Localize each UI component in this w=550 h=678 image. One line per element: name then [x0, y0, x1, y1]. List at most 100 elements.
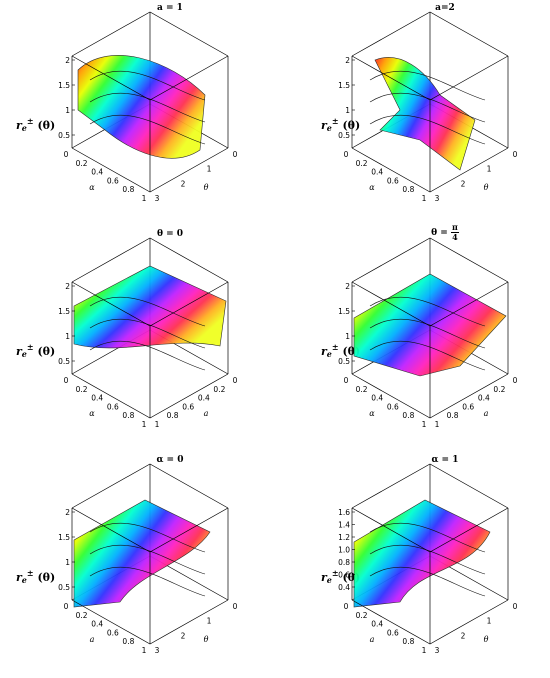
y-tick-label: 0.8: [447, 411, 459, 420]
z-label-arg: (θ): [37, 571, 56, 584]
surface-sheet: [374, 57, 476, 171]
y-tick-label: 0: [233, 602, 238, 611]
contour-line: [369, 92, 486, 123]
z-tick-label: 1.6: [338, 508, 350, 517]
contour-line: [89, 92, 206, 123]
x-tick-label: 0.2: [356, 611, 368, 620]
x-tick-label: 0: [344, 602, 349, 611]
z-tick-label: 2: [65, 282, 70, 291]
y-axis-name: θ: [484, 635, 489, 644]
y-tick-label: 3: [435, 194, 440, 203]
y-tick-label: 2: [461, 179, 466, 188]
x-tick-label: 1: [142, 646, 147, 655]
x-axis-name: a: [370, 635, 375, 644]
z-tick-label: 0.5: [58, 131, 70, 140]
z-tick-label: 1.0: [338, 546, 350, 555]
z-label-sup: ±: [26, 568, 34, 578]
contour-line: [369, 566, 486, 597]
x-tick-label: 0: [344, 376, 349, 385]
contour-line: [89, 114, 206, 145]
x-tick-label: 0.8: [402, 411, 414, 420]
z-tick-label: 1: [65, 106, 70, 115]
x-axis-name: α: [369, 183, 375, 192]
x-tick-label: 0.4: [371, 394, 383, 403]
y-tick-label: 0.2: [213, 385, 225, 394]
contour-line: [89, 566, 206, 597]
z-tick-label: 2: [345, 56, 350, 65]
z-tick-label: 0.5: [58, 583, 70, 592]
y-tick-label: 3: [155, 646, 160, 655]
z-label-sub: e: [21, 349, 27, 359]
panel-title: α = 0: [110, 455, 230, 465]
z-tick-label: 2: [65, 508, 70, 517]
y-tick-label: 0.2: [493, 385, 505, 394]
panel-title-text: θ = 0: [156, 229, 184, 239]
fraction-denominator: 4: [452, 232, 458, 242]
x-tick-label: 0.8: [122, 411, 134, 420]
x-tick-label: 0.4: [371, 168, 383, 177]
y-axis-name: θ: [204, 635, 209, 644]
panel-title: a=2: [385, 3, 505, 13]
z-label-sub: e: [21, 123, 27, 133]
contour-line: [369, 318, 486, 349]
surface-plot: 2 1.5 1 0.5 0 0.20.4 0.60.8 1 α 0 1 2 3 θ: [338, 11, 518, 203]
z-label-sup: ±: [331, 342, 339, 352]
y-tick-label: 1: [487, 165, 492, 174]
contour-line: [89, 318, 206, 349]
y-tick-label: 1: [207, 617, 212, 626]
y-tick-label: 1: [487, 617, 492, 626]
z-label-r: r: [321, 571, 327, 584]
z-label-r: r: [321, 119, 327, 132]
surface-plot: 1.61.41.21.00.80.60.400.20.40.60.81a0123…: [338, 463, 518, 655]
x-tick-label: 0.8: [402, 185, 414, 194]
surface-sheet: [73, 265, 227, 349]
x-tick-label: 0.2: [76, 385, 88, 394]
y-tick-label: 0.8: [167, 411, 179, 420]
box-bottom-front-edges: [351, 147, 509, 193]
y-tick-label: 0: [513, 376, 518, 385]
fraction-numerator: π: [450, 222, 459, 233]
y-axis-name: a: [484, 409, 489, 418]
x-tick-label: 0.4: [91, 394, 103, 403]
x-tick-label: 0.4: [91, 620, 103, 629]
x-tick-label: 0.2: [76, 611, 88, 620]
y-axis-name: θ: [484, 183, 489, 192]
x-tick-label: 0.8: [122, 185, 134, 194]
z-tick-label: 0.5: [338, 131, 350, 140]
y-tick-label: 1: [155, 420, 160, 429]
x-tick-label: 0: [64, 602, 69, 611]
z-label-r: r: [16, 571, 22, 584]
x-tick-label: 0: [344, 150, 349, 159]
z-tick-label: 0.6: [338, 571, 350, 580]
z-tick-label: 1: [65, 332, 70, 341]
x-tick-label: 1: [422, 420, 427, 429]
z-tick-label: 0.8: [338, 558, 350, 567]
z-tick-label: 1.5: [338, 81, 350, 90]
z-label-sup: ±: [26, 116, 34, 126]
surface-plot: 2 1.5 1 0.5 0 0.20.4 0.60.8 1 a 0 1 2 3 θ: [58, 463, 238, 655]
z-label-sub: e: [326, 123, 332, 133]
y-tick-label: 3: [155, 194, 160, 203]
z-label-sup: ±: [331, 568, 339, 578]
contour-line: [369, 114, 486, 145]
z-axis-label: re± (θ): [16, 116, 55, 133]
x-tick-label: 0.2: [76, 159, 88, 168]
z-label-sub: e: [326, 575, 332, 585]
x-tick-label: 0.8: [122, 637, 134, 646]
z-tick-label: 0.5: [338, 357, 350, 366]
box-bottom-front-edges: [351, 599, 509, 645]
x-tick-label: 0.4: [371, 620, 383, 629]
z-tick-label: 2: [345, 282, 350, 291]
z-tick-label: 1: [345, 106, 350, 115]
z-label-sup: ±: [331, 116, 339, 126]
x-tick-label: 0.6: [107, 402, 119, 411]
z-tick-label: 2: [65, 56, 70, 65]
panel-title-text: a=2: [435, 3, 455, 13]
z-label-r: r: [16, 345, 22, 358]
z-label-arg: (θ): [342, 119, 361, 132]
plot-panel-2: a=2 re± (θ) 2 1.5 1 0.5 0 0.2 0.4 0.6 0.8 1 α 0 1 2 3 θ: [275, 0, 550, 226]
surface-plot: 2 1.5 1 0.5 0 0.20.4 0.60.8 1 α 0 1 2 3 θ: [58, 11, 238, 203]
